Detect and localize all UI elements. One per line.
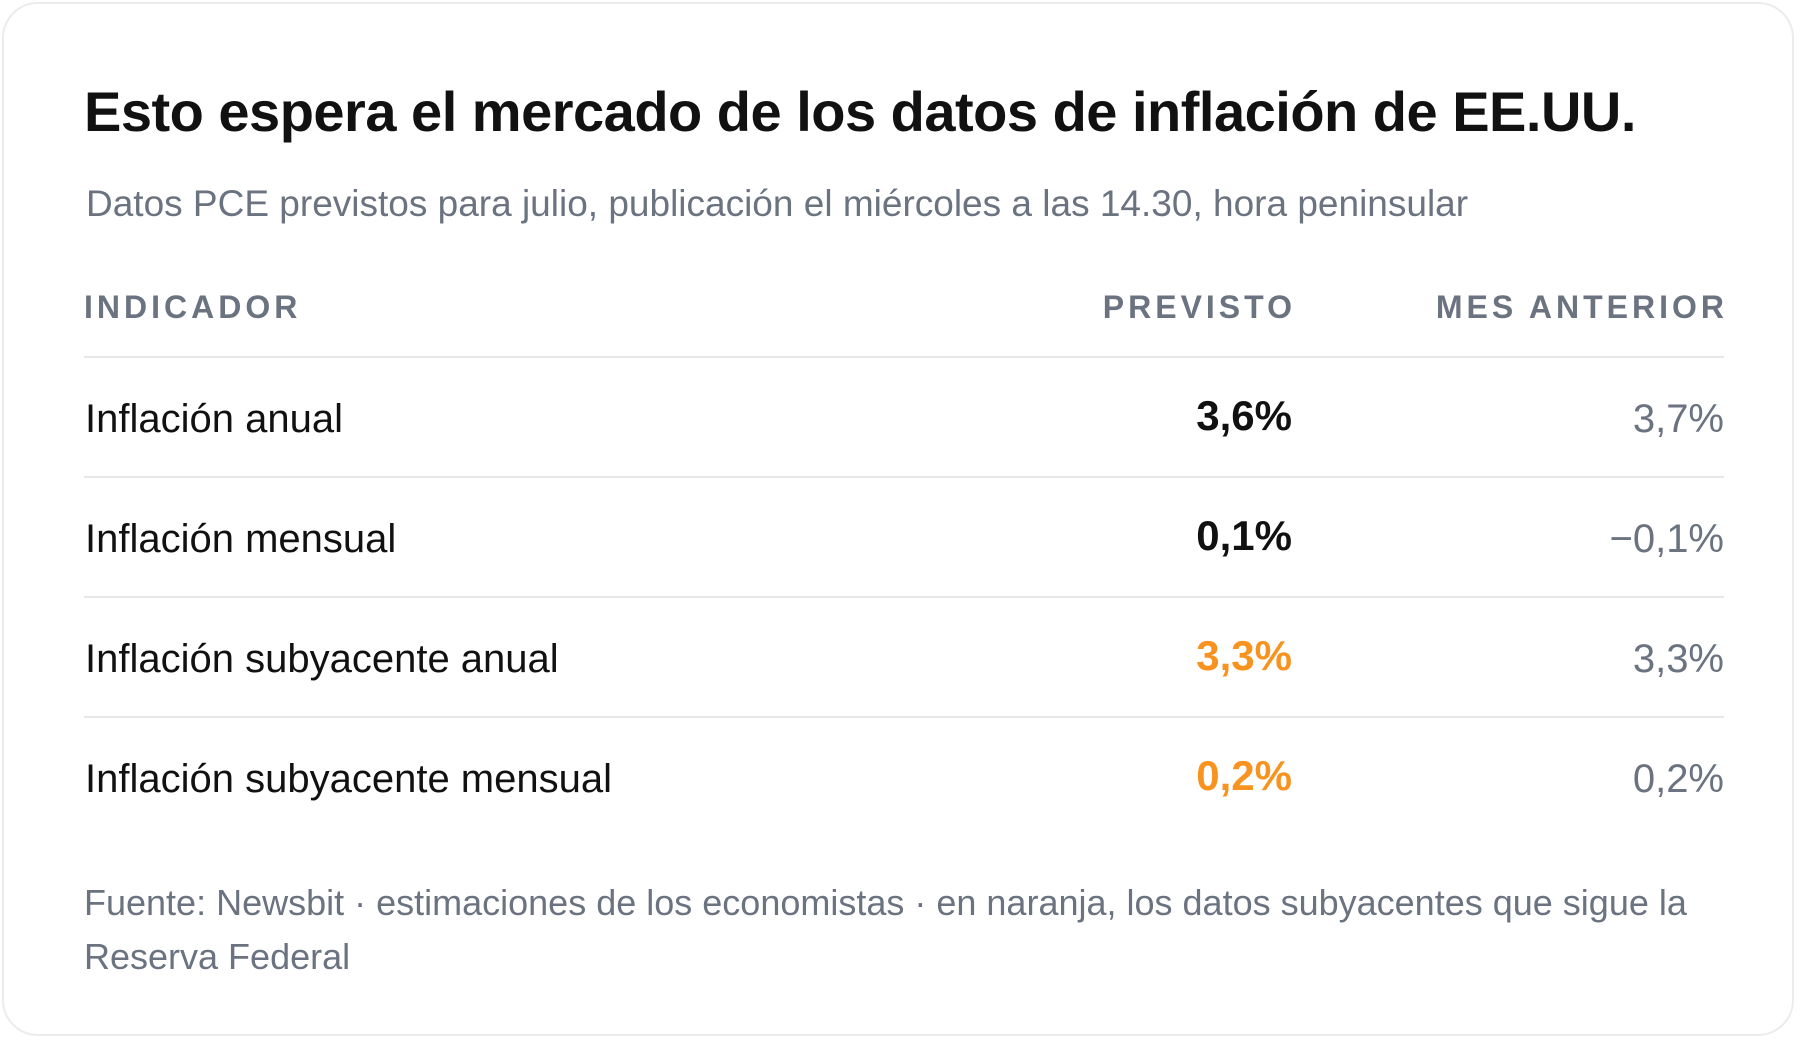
indicator-label: Inflación anual bbox=[85, 397, 343, 441]
table-header: INDICADOR PREVISTO MES ANTERIOR bbox=[84, 274, 1724, 358]
table-row: Inflación anual 3,6% 3,7% bbox=[84, 358, 1724, 478]
table-row: Inflación subyacente anual 3,3% 3,3% bbox=[84, 598, 1724, 718]
previous-value: 0,2% bbox=[1632, 757, 1724, 801]
table-row: Inflación subyacente mensual 0,2% 0,2% bbox=[84, 718, 1724, 836]
source-footnote: Fuente: Newsbit · estimaciones de los ec… bbox=[84, 882, 1687, 977]
chart-title: Esto espera el mercado de los datos de i… bbox=[84, 80, 1636, 143]
previous-value: 3,3% bbox=[1632, 637, 1724, 681]
data-table: INDICADOR PREVISTO MES ANTERIOR Inflació… bbox=[84, 274, 1724, 836]
chart-subtitle: Datos PCE previstos para julio, publicac… bbox=[86, 183, 1469, 224]
forecast-value: 3,6% bbox=[1196, 392, 1292, 439]
indicator-label: Inflación subyacente anual bbox=[85, 637, 559, 681]
previous-value: −0,1% bbox=[1609, 517, 1724, 561]
table-row: Inflación mensual 0,1% −0,1% bbox=[84, 478, 1724, 598]
header-previous: MES ANTERIOR bbox=[1435, 289, 1728, 325]
indicator-label: Inflación subyacente mensual bbox=[85, 757, 612, 801]
header-indicator: INDICADOR bbox=[84, 289, 302, 325]
table-body: Inflación anual 3,6% 3,7% Inflación mensual… bbox=[84, 358, 1724, 836]
forecast-value: 0,2% bbox=[1196, 752, 1292, 799]
previous-value: 3,7% bbox=[1632, 397, 1724, 441]
indicator-label: Inflación mensual bbox=[85, 517, 397, 561]
forecast-value: 3,3% bbox=[1196, 632, 1292, 679]
forecast-value: 0,1% bbox=[1196, 512, 1292, 559]
header-forecast: PREVISTO bbox=[1102, 289, 1296, 325]
